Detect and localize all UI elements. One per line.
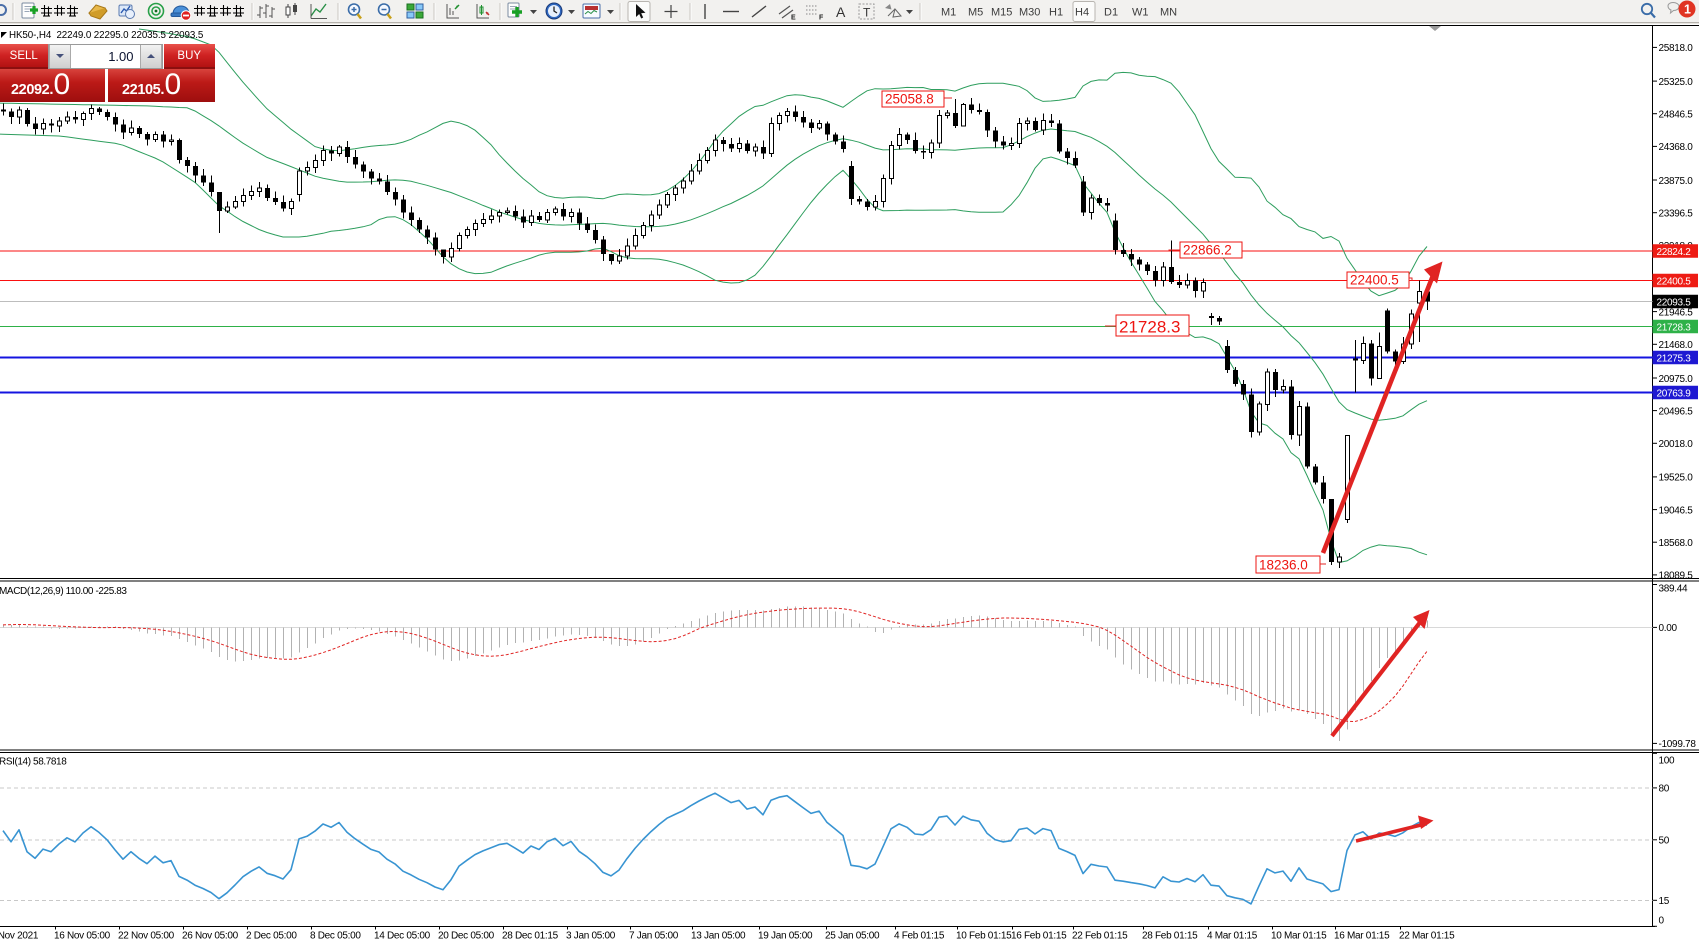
svg-text:RSI(14) 58.7818: RSI(14) 58.7818 [0,757,67,768]
svg-text:1: 1 [1684,3,1691,17]
svg-text:4 Feb 01:15: 4 Feb 01:15 [894,931,945,941]
svg-text:4 Mar 01:15: 4 Mar 01:15 [1207,931,1258,941]
svg-text:MN: MN [1160,7,1177,19]
svg-text:22824.2: 22824.2 [1657,247,1692,258]
svg-text:26 Nov 05:00: 26 Nov 05:00 [182,931,239,941]
svg-text:16 Feb 01:15: 16 Feb 01:15 [1011,931,1067,941]
svg-text:H1: H1 [1049,7,1063,19]
svg-text:7 Jan 05:00: 7 Jan 05:00 [629,931,679,941]
svg-text:80: 80 [1659,784,1670,795]
svg-text:20018.0: 20018.0 [1659,439,1694,450]
svg-text:E: E [791,15,796,22]
svg-text:21275.3: 21275.3 [1657,353,1692,364]
svg-text:14 Dec 05:00: 14 Dec 05:00 [374,931,431,941]
svg-text:21946.5: 21946.5 [1659,307,1694,318]
svg-text:28 Feb 01:15: 28 Feb 01:15 [1142,931,1198,941]
svg-text:18089.5: 18089.5 [1659,571,1694,582]
svg-text:50: 50 [1659,836,1670,847]
svg-text:3 Jan 05:00: 3 Jan 05:00 [566,931,616,941]
svg-text:M15: M15 [991,7,1012,19]
svg-text:0.00: 0.00 [1659,623,1678,634]
svg-text:389.44: 389.44 [1659,584,1689,595]
svg-text:25 Jan 05:00: 25 Jan 05:00 [825,931,880,941]
svg-text:21468.0: 21468.0 [1659,340,1694,351]
svg-text:24368.0: 24368.0 [1659,142,1694,153]
svg-text:D1: D1 [1104,7,1118,19]
svg-text:H4: H4 [1075,7,1089,19]
svg-text:100: 100 [1659,755,1676,766]
svg-text:W1: W1 [1132,7,1149,19]
svg-text:23396.5: 23396.5 [1659,209,1694,220]
svg-text:8 Dec 05:00: 8 Dec 05:00 [310,931,361,941]
svg-text:18568.0: 18568.0 [1659,538,1694,549]
svg-text:20763.9: 20763.9 [1657,388,1692,399]
svg-text:23875.0: 23875.0 [1659,176,1694,187]
svg-text:0: 0 [1659,915,1665,926]
svg-text:15: 15 [1659,896,1670,907]
svg-text:22 Mar 01:15: 22 Mar 01:15 [1399,931,1455,941]
svg-text:10 Mar 01:15: 10 Mar 01:15 [1271,931,1327,941]
svg-text:22400.5: 22400.5 [1350,273,1399,288]
svg-text:22093.5: 22093.5 [1657,297,1692,308]
svg-text:20975.0: 20975.0 [1659,374,1694,385]
svg-text:25818.0: 25818.0 [1659,43,1694,54]
svg-text:16 Mar 01:15: 16 Mar 01:15 [1334,931,1390,941]
svg-text:T: T [863,6,871,20]
svg-text:22 Feb 01:15: 22 Feb 01:15 [1072,931,1128,941]
svg-text:20 Dec 05:00: 20 Dec 05:00 [438,931,495,941]
svg-text:9 Nov 2021: 9 Nov 2021 [0,931,39,941]
svg-text:M5: M5 [968,7,983,19]
svg-text:20496.5: 20496.5 [1659,406,1694,417]
svg-text:28 Dec 01:15: 28 Dec 01:15 [502,931,559,941]
svg-text:2 Dec 05:00: 2 Dec 05:00 [246,931,297,941]
svg-text:M30: M30 [1019,7,1040,19]
svg-text:24846.5: 24846.5 [1659,110,1694,121]
svg-text:MACD(12,26,9) 110.00 -225.83: MACD(12,26,9) 110.00 -225.83 [0,586,127,597]
svg-text:19046.5: 19046.5 [1659,505,1694,516]
svg-text:M1: M1 [941,7,956,19]
svg-text:-1099.78: -1099.78 [1659,739,1697,750]
svg-text:22 Nov 05:00: 22 Nov 05:00 [118,931,175,941]
svg-text:18236.0: 18236.0 [1259,558,1308,573]
svg-text:A: A [836,4,846,20]
svg-text:21728.3: 21728.3 [1657,322,1692,333]
svg-text:F: F [819,15,824,22]
svg-text:13 Jan 05:00: 13 Jan 05:00 [691,931,746,941]
svg-text:21728.3: 21728.3 [1119,318,1180,337]
svg-text:25325.0: 25325.0 [1659,77,1694,88]
svg-text:19 Jan 05:00: 19 Jan 05:00 [758,931,813,941]
svg-text:10 Feb 01:15: 10 Feb 01:15 [956,931,1012,941]
svg-text:19525.0: 19525.0 [1659,473,1694,484]
svg-text:22400.5: 22400.5 [1657,276,1692,287]
svg-text:16 Nov 05:00: 16 Nov 05:00 [54,931,111,941]
svg-text:22866.2: 22866.2 [1183,243,1232,258]
svg-text:25058.8: 25058.8 [885,92,934,107]
